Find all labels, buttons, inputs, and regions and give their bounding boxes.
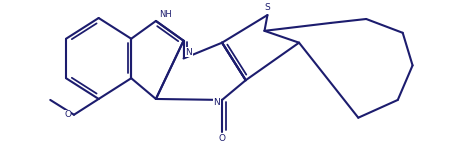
Text: N: N [213, 98, 220, 107]
Text: O: O [64, 110, 71, 119]
Text: NH: NH [159, 10, 172, 19]
Text: S: S [265, 3, 270, 12]
Text: N: N [185, 48, 192, 57]
Text: O: O [219, 135, 226, 144]
